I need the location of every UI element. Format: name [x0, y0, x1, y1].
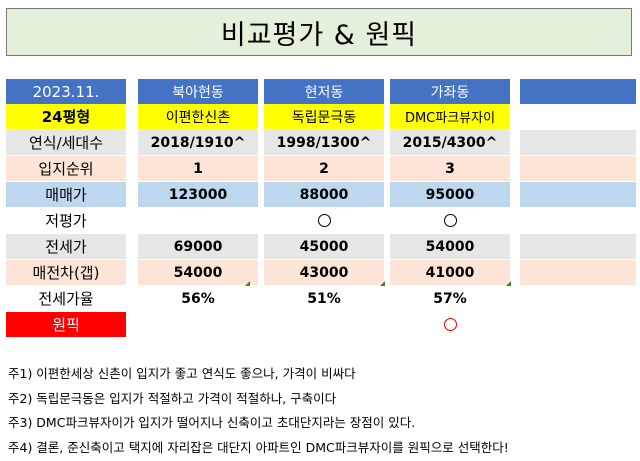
circle-mark-icon: [317, 214, 331, 227]
circle-mark-icon: [443, 214, 457, 227]
table-row-built: 연식/세대수 2018/1910^ 1998/1300^ 2015/4300^: [6, 130, 636, 155]
row-label-complex: 24평형: [6, 104, 126, 129]
table-row-undervalued: 저평가: [6, 208, 636, 233]
table-row-complex: 24평형 이편한신촌 독립문극동 DMC파크뷰자이: [6, 104, 636, 129]
location-rank-col-1: 1: [138, 156, 258, 181]
table-row-header: 2023.11. 북아현동 현저동 가좌동: [6, 79, 636, 104]
header-col-3: 가좌동: [390, 79, 510, 104]
note-4: 주4) 결론, 준신축이고 택지에 자리잡은 대단지 아파트인 DMC파크뷰자이…: [8, 439, 509, 455]
notes: 주1) 이편한세상 신촌이 입지가 좋고 연식도 좋으나, 가격이 비싸다 주2…: [8, 362, 509, 460]
undervalued-col-3: [390, 208, 510, 233]
jeonse-price-col-4: [520, 234, 636, 259]
row-label-jeonse-ratio: 전세가율: [6, 286, 126, 311]
one-pick-col-2: [264, 312, 384, 337]
gap-col-4: [520, 260, 636, 285]
table-row-gap: 매전차(갭) 54000 43000 41000: [6, 260, 636, 285]
row-label-built: 연식/세대수: [6, 130, 126, 155]
location-rank-col-4: [520, 156, 636, 181]
row-label-location-rank: 입지순위: [6, 156, 126, 181]
sale-price-col-2: 88000: [264, 182, 384, 207]
jeonse-price-col-3: 54000: [390, 234, 510, 259]
header-date: 2023.11.: [6, 79, 126, 104]
header-col-4: [520, 79, 636, 104]
jeonse-ratio-col-1: 56%: [138, 286, 258, 311]
row-label-jeonse-price: 전세가: [6, 234, 126, 259]
cell-comment-marker: [245, 281, 250, 286]
sale-price-col-1: 123000: [138, 182, 258, 207]
page-title: 비교평가 & 원픽: [6, 8, 632, 56]
jeonse-ratio-col-2: 51%: [264, 286, 384, 311]
undervalued-col-2: [264, 208, 384, 233]
jeonse-price-col-2: 45000: [264, 234, 384, 259]
sale-price-col-4: [520, 182, 636, 207]
undervalued-col-1: [138, 208, 258, 233]
built-col-2: 1998/1300^: [264, 130, 384, 155]
header-col-1: 북아현동: [138, 79, 258, 104]
complex-col-3: DMC파크뷰자이: [390, 104, 510, 129]
one-pick-col-1: [138, 312, 258, 337]
table-row-jeonse-ratio: 전세가율 56% 51% 57%: [6, 281, 636, 311]
built-col-4: [520, 130, 636, 155]
cell-comment-marker: [380, 281, 385, 286]
complex-col-1: 이편한신촌: [138, 104, 258, 129]
table-row-one-pick: 원픽: [6, 312, 636, 337]
built-col-1: 2018/1910^: [138, 130, 258, 155]
gap-col-1: 54000: [138, 260, 258, 285]
complex-col-4: [520, 104, 636, 129]
cell-comment-marker: [506, 281, 511, 286]
row-label-one-pick: 원픽: [6, 312, 126, 337]
note-3: 주3) DMC파크뷰자이가 입지가 떨어지나 신축이고 초대단지라는 장점이 있…: [8, 415, 416, 430]
sale-price-col-3: 95000: [390, 182, 510, 207]
note-2: 주2) 독립문극동은 입지가 적절하고 가격이 적절하나, 구축이다: [8, 390, 337, 406]
one-pick-col-3: [390, 312, 510, 337]
header-col-2: 현저동: [264, 79, 384, 104]
table-row-jeonse-price: 전세가 69000 45000 54000: [6, 234, 636, 259]
built-col-3: 2015/4300^: [390, 130, 510, 155]
table-row-location-rank: 입지순위 1 2 3: [6, 156, 636, 181]
note-1: 주1) 이편한세상 신촌이 입지가 좋고 연식도 좋으나, 가격이 비싸다: [8, 366, 356, 381]
location-rank-col-2: 2: [264, 156, 384, 181]
complex-col-2: 독립문극동: [264, 104, 384, 129]
gap-col-2: 43000: [264, 260, 384, 285]
table-row-sale-price: 매매가 123000 88000 95000: [6, 182, 636, 207]
red-circle-mark-icon: [443, 318, 457, 331]
row-label-sale-price: 매매가: [6, 182, 126, 207]
jeonse-price-col-1: 69000: [138, 234, 258, 259]
gap-col-3: 41000: [390, 260, 510, 285]
row-label-gap: 매전차(갭): [6, 260, 126, 285]
location-rank-col-3: 3: [390, 156, 510, 181]
jeonse-ratio-col-3: 57%: [390, 286, 510, 311]
row-label-undervalued: 저평가: [6, 208, 126, 233]
